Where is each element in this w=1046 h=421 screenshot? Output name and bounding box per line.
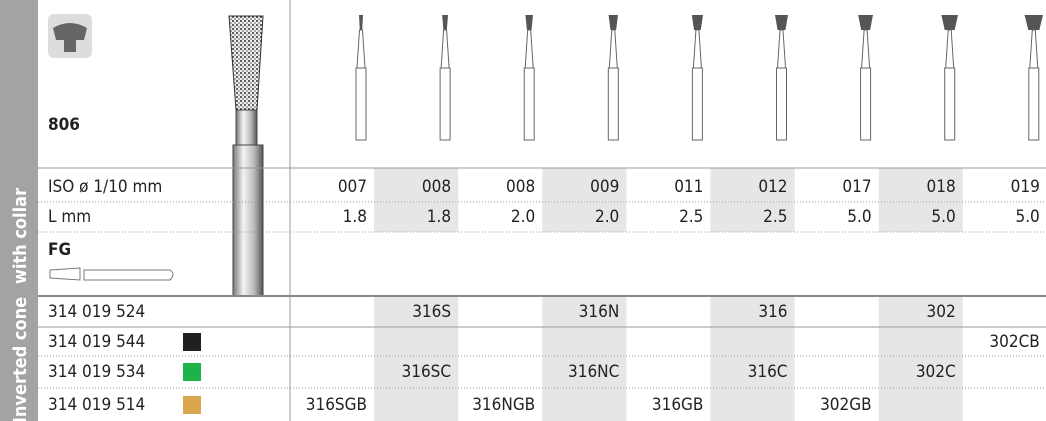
column-shade xyxy=(542,168,627,232)
grit-swatch xyxy=(183,363,201,381)
bur-icon xyxy=(359,15,363,30)
cell: 316GB xyxy=(652,395,704,415)
iso-value: 007 xyxy=(338,177,367,197)
column-shade xyxy=(878,296,963,421)
iso-value: 012 xyxy=(758,177,787,197)
bur-icon xyxy=(524,29,534,69)
bur-neck xyxy=(235,109,258,146)
cell: 316 xyxy=(758,302,787,322)
bur-icon xyxy=(941,15,958,30)
cell: 316N xyxy=(579,302,620,322)
cell: 316C xyxy=(748,362,788,382)
cell: 316SGB xyxy=(306,395,367,415)
iso-value: 008 xyxy=(422,177,451,197)
cell: 316NC xyxy=(568,362,619,382)
length-value: 5.0 xyxy=(847,207,871,227)
grit-swatch xyxy=(183,333,201,351)
bur-icon xyxy=(944,67,956,141)
length-label: L mm xyxy=(48,207,91,227)
bur-icon xyxy=(1024,15,1043,30)
iso-value: 019 xyxy=(1011,177,1040,197)
side-label: Inverted cone xyxy=(10,297,31,421)
shading xyxy=(374,168,963,421)
shape-icon-glyph xyxy=(53,23,87,52)
length-value: 2.5 xyxy=(763,207,787,227)
bur-icon xyxy=(607,67,619,141)
length-value: 2.0 xyxy=(595,207,619,227)
bur-icon xyxy=(691,15,703,30)
iso-value: 008 xyxy=(506,177,535,197)
bur-icon xyxy=(355,67,367,141)
grit-swatch xyxy=(183,396,201,414)
bur-icon xyxy=(858,15,873,30)
column-shade xyxy=(878,168,963,232)
bur-shank xyxy=(232,144,264,297)
length-value: 1.8 xyxy=(343,207,367,227)
length-value: 2.5 xyxy=(679,207,703,227)
order-code: 314 019 544 xyxy=(48,332,145,352)
cell: 316NGB xyxy=(472,395,535,415)
column-shade xyxy=(710,168,795,232)
bur-icon xyxy=(691,67,703,141)
shank-type: FG xyxy=(48,240,71,260)
bur-icon xyxy=(440,29,450,69)
iso-label: ISO ø 1/10 mm xyxy=(48,177,162,197)
iso-value: 017 xyxy=(842,177,871,197)
order-code: 314 019 524 xyxy=(48,302,145,322)
side-label: with collar xyxy=(10,188,31,284)
cell: 302C xyxy=(916,362,956,382)
order-code: 314 019 534 xyxy=(48,362,145,382)
bur-icon xyxy=(945,29,955,69)
bur-icon xyxy=(356,29,366,69)
column-shade xyxy=(710,296,795,421)
iso-value: 011 xyxy=(674,177,703,197)
length-value: 2.0 xyxy=(511,207,535,227)
bur-icon xyxy=(1029,29,1039,69)
iso-value: 018 xyxy=(927,177,956,197)
column-shade xyxy=(374,296,459,421)
column-shade xyxy=(542,296,627,421)
bur-icon xyxy=(608,15,618,30)
bur-icon xyxy=(776,67,787,141)
bur-icon xyxy=(442,15,448,30)
length-value: 5.0 xyxy=(1015,207,1039,227)
bur-icon xyxy=(775,15,788,30)
bur-icon xyxy=(861,29,871,69)
bur-icon xyxy=(776,29,787,69)
bur-icon xyxy=(439,67,451,141)
bur-icon xyxy=(692,29,702,69)
cell: 316SC xyxy=(402,362,452,382)
shank-icon xyxy=(49,267,174,281)
bur-icon xyxy=(1028,67,1040,141)
cell: 316S xyxy=(412,302,451,322)
length-value: 1.8 xyxy=(427,207,451,227)
product-number: 806 xyxy=(48,115,80,135)
bur-head xyxy=(228,15,264,111)
bur-icon xyxy=(608,29,618,69)
bur-icon xyxy=(525,15,533,30)
cell: 302GB xyxy=(820,395,872,415)
column-shade xyxy=(374,168,459,232)
bur-icon xyxy=(523,67,535,141)
length-value: 5.0 xyxy=(931,207,955,227)
cell: 302 xyxy=(927,302,956,322)
iso-value: 009 xyxy=(590,177,619,197)
cell: 302CB xyxy=(989,332,1039,352)
side-bar xyxy=(0,0,38,421)
order-code: 314 019 514 xyxy=(48,395,145,415)
bur-icon xyxy=(860,67,872,141)
